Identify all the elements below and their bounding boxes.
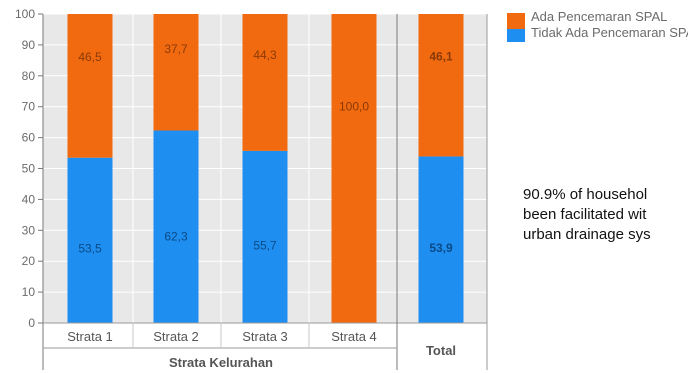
data-labels: 53,5 46,5 62,3 37,7 55,7 44,3 100,0 53,9 46,1 bbox=[78, 42, 453, 256]
data-label: 44,3 bbox=[253, 48, 277, 62]
data-label: 37,7 bbox=[164, 42, 188, 56]
data-label: 53,9 bbox=[429, 241, 453, 255]
y-tick-labels: 0 10 20 30 40 50 60 70 80 90 100 bbox=[15, 7, 43, 330]
bar-segment bbox=[153, 130, 199, 323]
x-tick-label: Strata 4 bbox=[331, 329, 377, 344]
bar-segment bbox=[418, 14, 464, 157]
data-label: 100,0 bbox=[339, 100, 369, 114]
bar-segment bbox=[242, 150, 288, 323]
y-tick-label: 100 bbox=[15, 7, 35, 21]
legend-label: Tidak Ada Pencemaran SPAL bbox=[531, 25, 688, 40]
bar-segment bbox=[67, 14, 113, 158]
y-tick-label: 60 bbox=[22, 131, 36, 145]
stacked-bar-chart: 53,5 46,5 62,3 37,7 55,7 44,3 100,0 53,9 46,1 0 1… bbox=[15, 7, 488, 370]
data-label: 46,5 bbox=[78, 50, 102, 64]
legend-label: Ada Pencemaran SPAL bbox=[531, 10, 668, 24]
y-tick-label: 20 bbox=[22, 254, 36, 268]
x-tick-label: Total bbox=[426, 343, 456, 358]
y-tick-label: 90 bbox=[22, 38, 36, 52]
legend: Ada Pencemaran SPAL Tidak Ada Pencemaran… bbox=[507, 10, 688, 42]
x-tick-label: Strata 1 bbox=[67, 329, 113, 344]
x-tick-labels: Strata 1 Strata 2 Strata 3 Strata 4 Total bbox=[67, 329, 456, 358]
data-label: 46,1 bbox=[429, 50, 453, 64]
data-label: 55,7 bbox=[253, 239, 277, 253]
y-tick-label: 50 bbox=[22, 162, 36, 176]
annotation-text: 90.9% of househol been facilitated wit u… bbox=[523, 186, 651, 243]
y-tick-label: 30 bbox=[22, 223, 36, 237]
x-tick-label: Strata 3 bbox=[242, 329, 288, 344]
y-tick-label: 70 bbox=[22, 100, 36, 114]
bar-segment bbox=[242, 14, 288, 151]
bar-segment bbox=[153, 14, 199, 131]
data-label: 62,3 bbox=[164, 229, 188, 243]
y-tick-label: 0 bbox=[28, 316, 35, 330]
data-label: 53,5 bbox=[78, 242, 102, 256]
bar-segment bbox=[67, 157, 113, 323]
y-tick-label: 10 bbox=[22, 285, 36, 299]
legend-item-ada-pencemaran: Ada Pencemaran SPAL bbox=[507, 10, 688, 31]
y-tick-label: 40 bbox=[22, 192, 36, 206]
x-group-label: Strata Kelurahan bbox=[169, 355, 273, 370]
legend-item-tidak-ada-pencemaran: Tidak Ada Pencemaran SPAL bbox=[507, 25, 688, 42]
bar-segment bbox=[418, 156, 464, 323]
x-tick-label: Strata 2 bbox=[153, 329, 199, 344]
legend-swatch-orange bbox=[507, 13, 525, 31]
y-tick-label: 80 bbox=[22, 69, 36, 83]
bars bbox=[67, 14, 464, 323]
legend-swatch-blue bbox=[507, 29, 525, 42]
bar-segment bbox=[331, 14, 377, 323]
axes bbox=[42, 14, 488, 370]
